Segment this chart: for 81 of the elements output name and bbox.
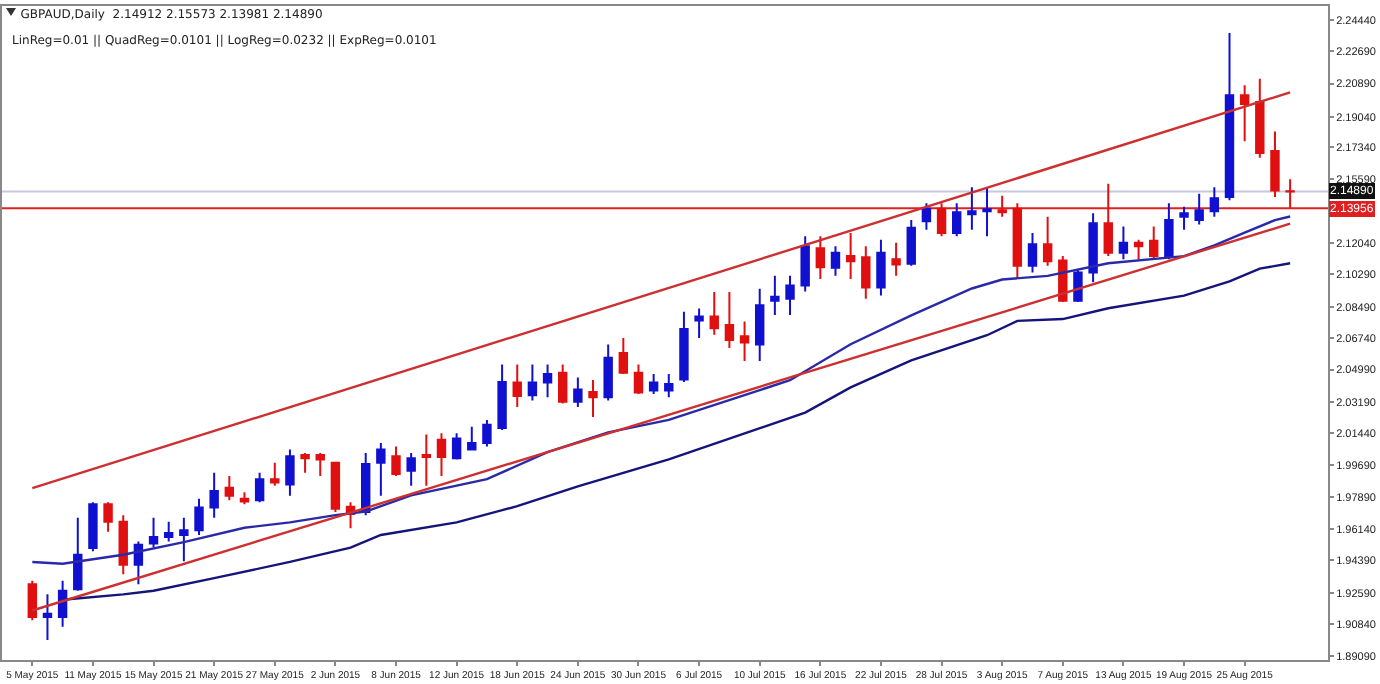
candlestick bbox=[906, 218, 916, 267]
candlestick bbox=[830, 245, 841, 277]
candlestick bbox=[27, 579, 38, 622]
candlestick bbox=[1088, 212, 1098, 284]
line-series bbox=[61, 262, 1292, 601]
candlestick bbox=[815, 235, 826, 281]
candlestick bbox=[1270, 130, 1280, 198]
candlestick bbox=[800, 235, 810, 293]
candlestick bbox=[527, 363, 538, 402]
candlestick bbox=[1027, 232, 1038, 274]
candlestick bbox=[739, 320, 750, 362]
candlestick bbox=[88, 501, 98, 553]
candlestick bbox=[1103, 182, 1113, 258]
candlestick bbox=[1118, 225, 1129, 261]
candlestick bbox=[967, 186, 977, 231]
candlestick bbox=[1012, 202, 1023, 281]
candlestick bbox=[724, 291, 735, 350]
candlestick bbox=[376, 442, 386, 497]
candlestick bbox=[133, 540, 144, 586]
candlestick bbox=[118, 514, 128, 576]
candlestick bbox=[1149, 225, 1159, 261]
candlestick bbox=[558, 363, 568, 405]
candlestick bbox=[936, 202, 947, 238]
candlestick bbox=[300, 451, 310, 474]
candlestick bbox=[42, 593, 53, 642]
candlestick bbox=[391, 445, 401, 477]
candlestick bbox=[148, 516, 159, 549]
candlestick bbox=[618, 337, 629, 376]
candlestick bbox=[709, 291, 719, 336]
candlestick bbox=[770, 274, 780, 317]
candlestick bbox=[482, 419, 492, 448]
candlestick bbox=[254, 471, 265, 504]
candlestick bbox=[194, 497, 204, 536]
candlestick bbox=[982, 186, 992, 238]
candlestick bbox=[209, 471, 219, 519]
candlestick bbox=[1224, 31, 1235, 202]
candlestick bbox=[664, 373, 674, 399]
candlestick bbox=[603, 343, 613, 402]
candlestick bbox=[436, 432, 447, 477]
candlestick bbox=[542, 363, 553, 399]
candlestick bbox=[1133, 238, 1144, 261]
candlestick bbox=[451, 432, 462, 461]
candlestick bbox=[103, 501, 113, 533]
candlestick bbox=[1285, 178, 1295, 209]
candlestick bbox=[421, 433, 432, 487]
candlestick bbox=[921, 202, 932, 231]
candlestick bbox=[997, 194, 1007, 218]
candlestick bbox=[1179, 205, 1189, 231]
candlestick bbox=[861, 245, 871, 300]
candlestick bbox=[270, 461, 280, 487]
candlestick bbox=[1073, 268, 1083, 303]
candlestick bbox=[891, 241, 901, 277]
candlestick bbox=[497, 363, 507, 431]
candlestick bbox=[330, 461, 341, 513]
candlestick bbox=[512, 363, 522, 409]
candlestick bbox=[1209, 186, 1220, 218]
candlestick bbox=[845, 232, 856, 281]
candlestick bbox=[239, 491, 250, 506]
candlestick bbox=[633, 363, 644, 395]
candlestick bbox=[876, 238, 886, 297]
candlestick bbox=[755, 287, 765, 362]
candlestick bbox=[179, 516, 189, 563]
candlestick bbox=[73, 516, 83, 592]
candlestick bbox=[285, 448, 295, 497]
candlestick bbox=[1194, 192, 1204, 226]
candlestick bbox=[315, 451, 325, 477]
candlestick bbox=[224, 474, 235, 502]
candlestick bbox=[648, 373, 659, 395]
candlestick bbox=[952, 202, 962, 238]
candlestick bbox=[785, 274, 795, 317]
candlestick bbox=[1255, 77, 1265, 159]
candlestick bbox=[1164, 202, 1174, 261]
candlestick bbox=[694, 307, 704, 340]
candlestick bbox=[406, 451, 416, 487]
candlestick bbox=[573, 376, 583, 409]
candlestick bbox=[467, 425, 477, 451]
candlestick bbox=[1239, 84, 1250, 143]
candlestick bbox=[679, 310, 689, 384]
candlestick bbox=[588, 379, 598, 418]
candlestick bbox=[163, 520, 174, 543]
candlestick bbox=[1042, 215, 1053, 267]
